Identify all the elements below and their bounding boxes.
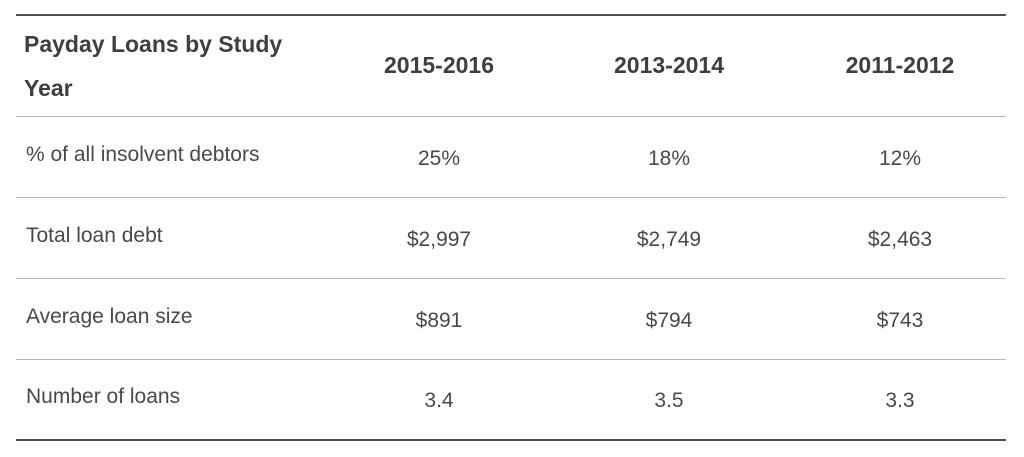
table-row-header: Payday Loans by Study Year [24, 30, 283, 101]
table-cell: $743 [876, 308, 924, 332]
column-header: 2013-2014 [614, 52, 724, 79]
table-cell: $2,463 [867, 227, 933, 251]
column-header: 2011-2012 [845, 52, 955, 79]
row-label: Total loan debt [26, 223, 163, 247]
table-cell: $891 [415, 308, 463, 332]
table-header-row: Payday Loans by Study Year 2015-2016 201… [16, 15, 1006, 116]
table-cell: 12% [878, 146, 922, 170]
table-cell: 3.5 [654, 389, 684, 413]
payday-loans-table-container: Payday Loans by Study Year 2015-2016 201… [16, 14, 1006, 441]
table-cell: 3.3 [885, 389, 915, 413]
row-label: Average loan size [26, 304, 193, 328]
table-cell: 25% [417, 146, 461, 170]
table-cell: 18% [647, 146, 691, 170]
table-row: Total loan debt $2,997 $2,749 $2,463 [16, 197, 1006, 278]
row-label: Number of loans [26, 385, 181, 409]
table-cell: 3.4 [424, 389, 454, 413]
column-header: 2015-2016 [384, 52, 494, 79]
table-row: Average loan size $891 $794 $743 [16, 278, 1006, 359]
payday-loans-table: Payday Loans by Study Year 2015-2016 201… [16, 14, 1006, 441]
table-cell: $794 [645, 308, 693, 332]
table-cell: $2,749 [636, 227, 702, 251]
row-label: % of all insolvent debtors [26, 142, 260, 166]
table-row: Number of loans 3.4 3.5 3.3 [16, 359, 1006, 440]
table-row: % of all insolvent debtors 25% 18% 12% [16, 116, 1006, 197]
table-cell: $2,997 [406, 227, 472, 251]
